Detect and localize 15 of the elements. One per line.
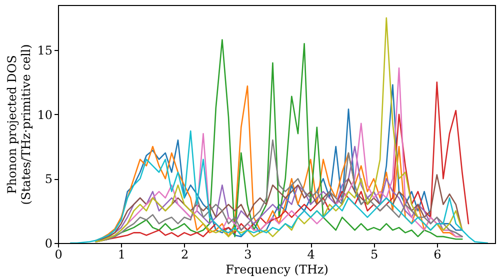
x-tick-label: 0	[54, 248, 62, 262]
line-series	[70, 130, 488, 243]
x-tick-label: 3	[244, 248, 252, 262]
x-tick-label: 6	[434, 248, 442, 262]
x-tick-label: 2	[180, 248, 189, 262]
x-tick-label: 4	[307, 248, 316, 262]
y-tick-label: 0	[44, 236, 52, 250]
y-axis-title: Phonon projected DOS (States/THz·primitive cell)	[5, 44, 34, 205]
x-tick-label: 5	[370, 248, 378, 262]
y-tick-label: 10	[37, 108, 52, 122]
x-tick-label: 1	[118, 248, 126, 262]
line-series	[95, 174, 463, 242]
y-tick-label: 15	[37, 44, 52, 58]
x-axis-title: Frequency (THz)	[226, 262, 328, 276]
y-tick-label: 5	[44, 172, 52, 186]
